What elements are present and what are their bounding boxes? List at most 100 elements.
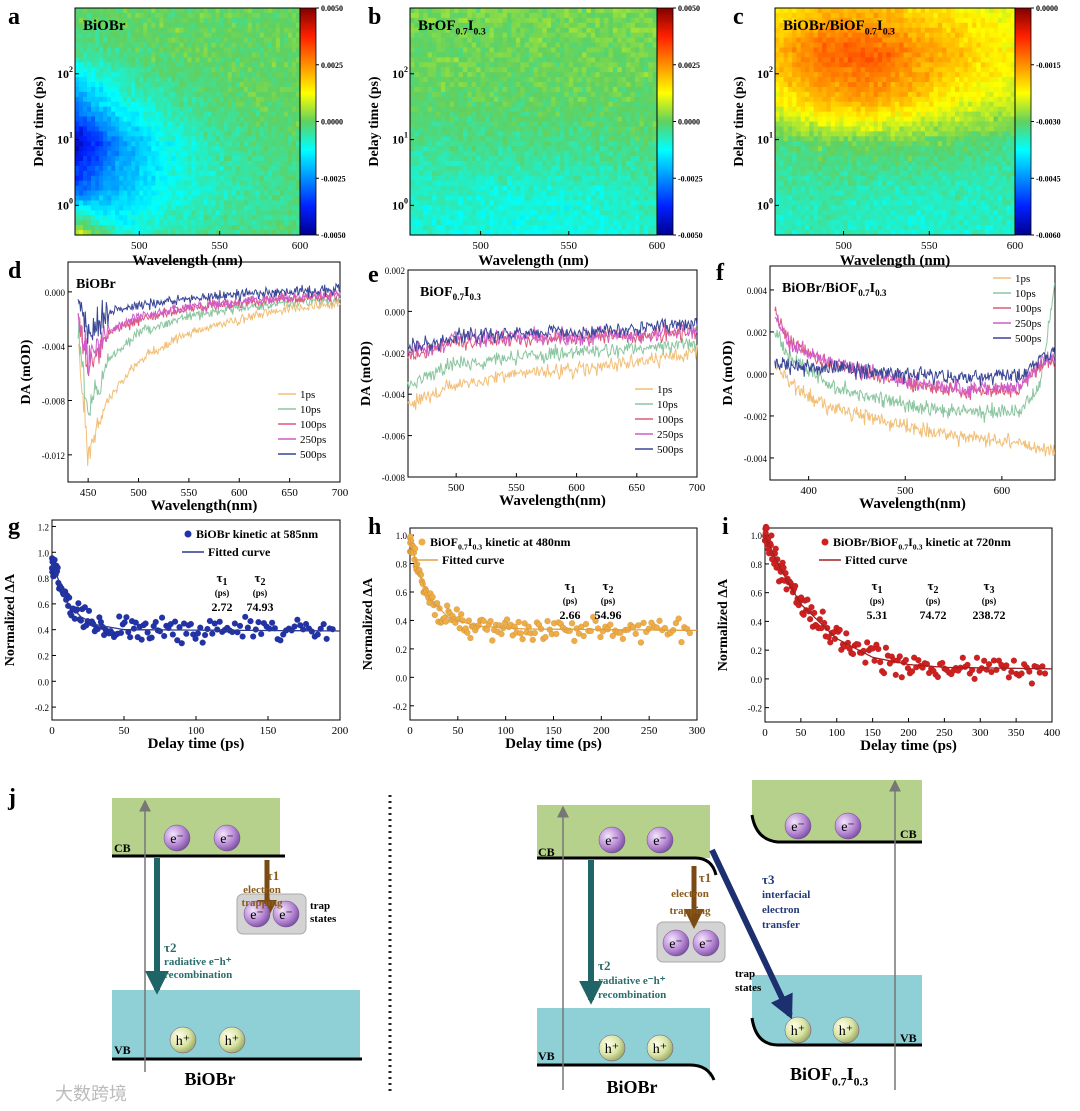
heatmap-cell — [119, 52, 124, 58]
heatmap-cell — [207, 220, 213, 226]
heatmap-cell — [131, 86, 136, 93]
heatmap-cell — [83, 230, 88, 236]
heatmap-cell — [263, 52, 269, 58]
heatmap-cell — [621, 12, 627, 19]
heatmap-cell — [195, 146, 201, 152]
heatmap-cell — [515, 52, 521, 58]
heatmap-cell — [195, 111, 201, 118]
heatmap-cell — [489, 126, 495, 132]
heatmap-cell — [454, 131, 460, 137]
heatmap-cell — [139, 37, 144, 44]
heatmap-cell — [410, 175, 416, 182]
heatmap-cell — [489, 27, 495, 34]
heatmap-cell — [171, 185, 177, 192]
heatmap-cell — [533, 8, 539, 14]
heatmap-cell — [414, 101, 420, 108]
heatmap-cell — [604, 116, 610, 123]
heatmap-cell — [183, 77, 189, 83]
heatmap-cell — [163, 8, 169, 14]
heatmap-cell — [175, 165, 181, 172]
heatmap-cell — [458, 101, 464, 108]
heatmap-cell — [263, 27, 269, 34]
heatmap-cell — [436, 101, 442, 108]
heatmap-cell — [423, 12, 429, 19]
heatmap-cell — [529, 67, 535, 73]
heatmap-cell — [179, 190, 185, 197]
heatmap-cell — [127, 57, 132, 63]
heatmap-cell — [115, 160, 120, 167]
heatmap-cell — [263, 86, 269, 93]
heatmap-cell — [211, 225, 217, 231]
heatmap-cell — [175, 141, 181, 147]
heatmap-cell — [259, 57, 265, 63]
heatmap-cell — [263, 185, 269, 192]
heatmap-cell — [626, 101, 632, 108]
heatmap-cell — [195, 215, 201, 221]
heatmap-cell — [87, 126, 92, 132]
heatmap-cell — [573, 225, 579, 231]
heatmap-cell — [537, 67, 543, 73]
heatmap-cell — [608, 136, 614, 142]
heatmap-cell — [259, 106, 265, 113]
heatmap-cell — [595, 32, 601, 39]
heatmap-cell — [119, 220, 124, 226]
heatmap-cell — [414, 22, 420, 29]
heatmap-cell — [599, 27, 605, 34]
heatmap-cell — [287, 52, 293, 58]
heatmap-cell — [203, 126, 209, 132]
heatmap-cell — [239, 91, 245, 98]
heatmap-cell — [410, 57, 416, 63]
heatmap-cell — [604, 106, 610, 113]
heatmap-cell — [203, 146, 209, 152]
heatmap-cell — [291, 62, 297, 68]
heatmap-cell — [283, 131, 289, 137]
heatmap-cell — [87, 86, 92, 93]
heatmap-cell — [529, 175, 535, 182]
heatmap-cell — [103, 165, 108, 172]
heatmap-cell — [175, 37, 181, 44]
heatmap-cell — [235, 165, 241, 172]
heatmap-cell — [542, 210, 548, 216]
heatmap-cell — [107, 205, 112, 211]
heatmap-cell — [418, 86, 424, 93]
heatmap-cell — [163, 77, 169, 83]
heatmap-cell — [179, 67, 185, 73]
heatmap-cell — [626, 17, 632, 24]
heatmap-cell — [621, 116, 627, 123]
heatmap-cell — [127, 82, 132, 88]
heatmap-cell — [484, 12, 490, 19]
heatmap-cell — [167, 72, 173, 78]
heatmap-cell — [617, 42, 623, 49]
heatmap-cell — [555, 101, 561, 108]
heatmap-cell — [432, 151, 438, 157]
heatmap-cell — [163, 72, 169, 78]
heatmap-cell — [227, 151, 233, 157]
heatmap-cell — [291, 195, 297, 202]
heatmap-cell — [211, 111, 217, 118]
heatmap-cell — [151, 121, 156, 128]
heatmap-cell — [159, 185, 164, 192]
heatmap-cell — [458, 86, 464, 93]
heatmap-cell — [537, 37, 543, 44]
heatmap-cell — [107, 190, 112, 197]
heatmap-cell — [215, 131, 221, 137]
heatmap-cell — [582, 141, 588, 147]
heatmap-cell — [223, 12, 229, 19]
heatmap-cell — [259, 86, 265, 93]
heatmap-cell — [432, 165, 438, 172]
heatmap-cell — [119, 12, 124, 19]
heatmap-cell — [621, 180, 627, 187]
heatmap-cell — [195, 12, 201, 19]
heatmap-cell — [75, 8, 80, 14]
heatmap-cell — [143, 12, 148, 19]
heatmap-cell — [621, 200, 627, 206]
heatmap-cell — [590, 220, 596, 226]
heatmap-cell — [171, 141, 177, 147]
heatmap-cell — [476, 215, 482, 221]
heatmap-cell — [634, 47, 640, 54]
heatmap-cell — [263, 47, 269, 54]
heatmap-cell — [529, 106, 535, 113]
heatmap-cell — [511, 77, 517, 83]
heatmap-cell — [111, 160, 116, 167]
heatmap-cell — [599, 126, 605, 132]
